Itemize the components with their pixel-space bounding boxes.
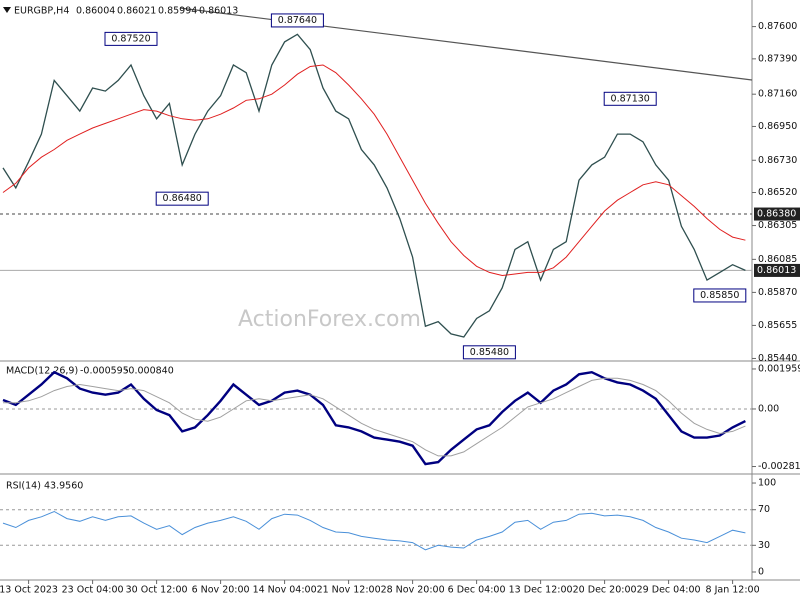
x-tick-label: 21 Nov 12:00 (317, 585, 381, 596)
annotation-box (693, 288, 747, 303)
price-box (754, 207, 800, 221)
y-tick-label: 0.86950 (758, 121, 797, 132)
symbol-title: EURGBP,H4 (14, 6, 69, 17)
y-tick-label: 0.86085 (758, 254, 797, 265)
x-tick-label: 6 Dec 04:00 (448, 585, 506, 596)
ohlc-value: 0.85994 (158, 6, 197, 17)
price-line-label: 0.86013 (757, 265, 796, 276)
y-tick-label: 0.87390 (758, 53, 797, 64)
macd-title: MACD(12,26,9) (6, 366, 78, 377)
x-tick-label: 13 Dec 12:00 (509, 585, 573, 596)
annotation-box (104, 31, 158, 46)
series-line (2, 64, 746, 277)
y-tick-label: 0.87600 (758, 21, 797, 32)
x-tick-label: 14 Nov 04:00 (253, 585, 317, 596)
y-tick-label: 70 (758, 504, 770, 515)
x-tick-label: 20 Dec 20:00 (573, 585, 637, 596)
x-tick-label: 29 Dec 04:00 (637, 585, 701, 596)
annotation-label: 0.86480 (163, 193, 202, 204)
annotation-box (155, 191, 209, 206)
x-tick-label: 28 Nov 20:00 (381, 585, 445, 596)
rsi-title: RSI(14) (6, 481, 41, 492)
x-tick-label: 30 Oct 12:00 (126, 585, 188, 596)
y-tick-label: 0.00 (758, 403, 779, 414)
y-tick-label: 0.001959 (758, 363, 800, 374)
ohlc-value: 0.86013 (199, 6, 238, 17)
series-line (2, 370, 746, 466)
annotation-box (603, 91, 657, 106)
ohlc-value: 0.86004 (76, 6, 115, 17)
annotation-box (270, 13, 324, 28)
y-tick-label: 0.86305 (758, 220, 797, 231)
y-tick-label: 0.85655 (758, 320, 797, 331)
annotation-label: 0.87640 (278, 15, 317, 26)
ohlc-value: 0.86021 (117, 6, 156, 17)
y-tick-label: 0.85440 (758, 353, 797, 364)
series-line (3, 377, 746, 457)
y-tick-label: 0.86520 (758, 187, 797, 198)
y-tick-label: 0.86730 (758, 155, 797, 166)
y-tick-label: 0 (758, 566, 764, 577)
annotation-label: 0.87130 (611, 93, 650, 104)
readout-value: -0.000595 (80, 366, 129, 377)
annotation-label: 0.85850 (700, 290, 739, 301)
y-tick-label: 0.85870 (758, 287, 797, 298)
annotation-box (462, 345, 516, 360)
series-line (2, 33, 746, 338)
watermark: ActionForex.com (238, 307, 421, 332)
y-tick-label: 30 (758, 540, 770, 551)
price-line-label: 0.86380 (757, 209, 796, 220)
header-marker (3, 7, 11, 13)
x-tick-label: 8 Jan 12:00 (706, 585, 760, 596)
x-tick-label: 6 Nov 20:00 (192, 585, 250, 596)
annotation-label: 0.87520 (111, 33, 150, 44)
y-tick-label: 100 (758, 478, 776, 489)
series-line (2, 510, 746, 551)
x-tick-label: 23 Oct 04:00 (62, 585, 124, 596)
readout-value: 43.9560 (44, 481, 83, 492)
y-tick-label: -0.002818 (758, 461, 800, 472)
readout-value: -0.000840 (125, 366, 174, 377)
annotation-label: 0.85480 (470, 347, 509, 358)
x-tick-label: 13 Oct 2023 (0, 585, 58, 596)
price-box (754, 263, 800, 277)
y-tick-label: 0.87160 (758, 89, 797, 100)
